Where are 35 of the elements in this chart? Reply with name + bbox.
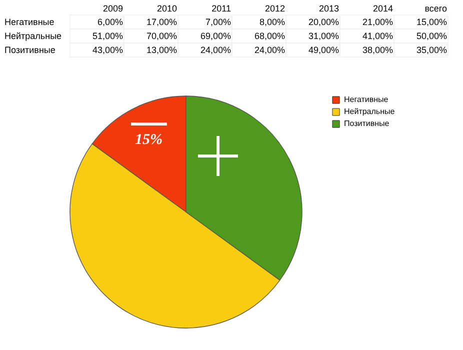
data-label: 15,00% xyxy=(416,17,447,27)
data-label: 68,00% xyxy=(254,31,285,41)
data-label: 24,00% xyxy=(200,45,231,55)
x-tick-label: 2010 xyxy=(156,4,177,14)
y-tick-label: Нейтральные xyxy=(4,31,62,41)
data-label: 8,00% xyxy=(259,17,285,27)
legend-label: Негативные xyxy=(344,95,389,104)
y-tick-label: Негативные xyxy=(4,17,54,27)
x-tick-label: 2011 xyxy=(212,4,231,14)
data-label: 17,00% xyxy=(146,17,177,27)
data-label: 13,00% xyxy=(146,45,177,55)
legend-label: Нейтральные xyxy=(344,107,396,116)
x-tick-label: 2014 xyxy=(372,4,393,14)
data-label: 31,00% xyxy=(308,31,339,41)
data-label: 7,00% xyxy=(205,17,231,27)
data-label: 43,00% xyxy=(92,45,123,55)
data-label: 41,00% xyxy=(362,31,393,41)
data-label: 38,00% xyxy=(362,45,393,55)
x-tick-label: 2009 xyxy=(102,4,123,14)
data-label: 51,00% xyxy=(92,31,123,41)
data-label: 24,00% xyxy=(254,45,285,55)
data-label: 35,00% xyxy=(416,45,447,55)
x-tick-label: 2013 xyxy=(318,4,339,14)
data-label: 20,00% xyxy=(308,17,339,27)
y-tick-label: Позитивные xyxy=(4,45,56,55)
data-label: 70,00% xyxy=(146,31,177,41)
data-label: 50,00% xyxy=(416,31,447,41)
data-label: 6,00% xyxy=(97,17,123,27)
data-label: 69,00% xyxy=(200,31,231,41)
x-tick-label: 2012 xyxy=(264,4,285,14)
data-label: 15% xyxy=(135,132,163,148)
data-label: 49,00% xyxy=(308,45,339,55)
data-label: 21,00% xyxy=(362,17,393,27)
x-tick-label: всего xyxy=(424,4,447,14)
legend-label: Позитивные xyxy=(344,119,390,128)
